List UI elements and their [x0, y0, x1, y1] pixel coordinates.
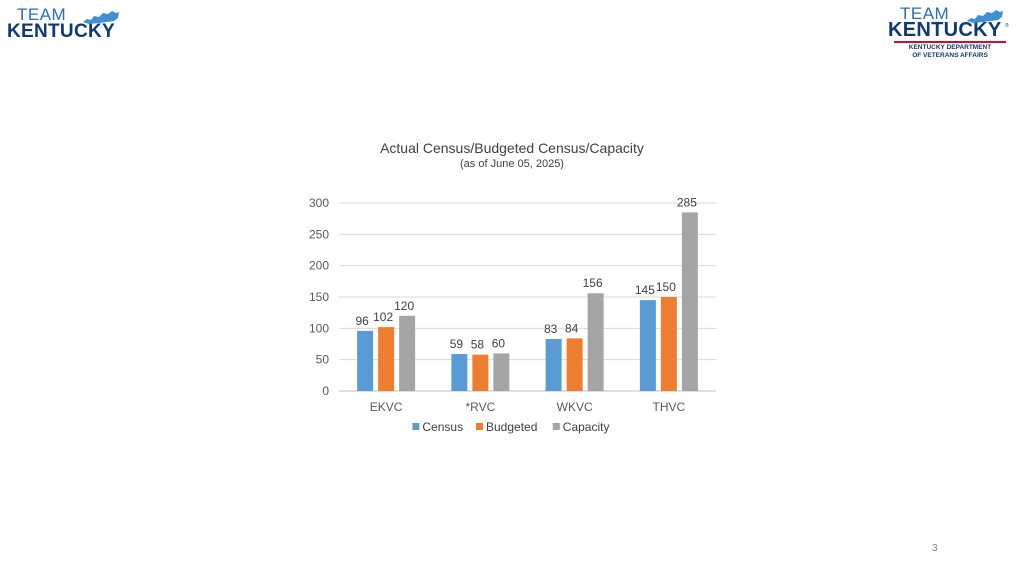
bar-capacity — [681, 212, 698, 391]
logo-right-kentucky-text: KENTUCKY — [888, 19, 1002, 41]
bar-capacity — [399, 315, 416, 391]
dept-line-1: KENTUCKY DEPARTMENT — [908, 44, 992, 51]
data-label: 96 — [355, 314, 369, 328]
legend-label-capacity: Capacity — [563, 420, 610, 434]
legend-swatch-capacity — [552, 423, 560, 430]
x-tick-label: THVC — [653, 400, 686, 414]
data-label: 84 — [565, 321, 579, 335]
data-label: 156 — [583, 276, 603, 290]
bar-budgeted — [472, 354, 489, 391]
legend-swatch-budgeted — [476, 423, 483, 430]
data-label: 102 — [373, 310, 393, 324]
data-label: 285 — [677, 195, 697, 209]
data-label: 59 — [450, 337, 464, 351]
bar-census — [639, 300, 656, 391]
legend-label-budgeted: Budgeted — [486, 420, 537, 434]
x-tick-label: *RVC — [465, 400, 495, 414]
department-name: KENTUCKY DEPARTMENT OF VETERANS AFFAIRS — [886, 44, 1014, 60]
y-tick-label: 0 — [322, 384, 329, 398]
y-tick-label: 250 — [309, 227, 329, 241]
chart-subtitle: (as of June 05, 2025) — [460, 158, 564, 170]
y-tick-label: 200 — [309, 259, 329, 273]
logo-divider — [894, 41, 1006, 43]
x-tick-label: EKVC — [370, 400, 403, 414]
data-label: 58 — [471, 338, 485, 352]
kentucky-state-icon — [967, 10, 1003, 23]
y-tick-label: 50 — [316, 353, 330, 367]
bar-census — [357, 330, 374, 391]
bar-budgeted — [660, 297, 677, 391]
bar-census — [545, 338, 562, 391]
bar-capacity — [587, 293, 604, 391]
y-tick-label: 300 — [309, 196, 329, 210]
y-tick-label: 100 — [309, 321, 329, 335]
bar-census — [451, 354, 468, 391]
data-label: 150 — [656, 280, 676, 294]
logo-left-team-text: TEAM — [17, 5, 67, 24]
y-tick-label: 150 — [309, 290, 329, 304]
logo-left-kentucky-text: KENTUCKY — [7, 21, 115, 42]
team-kentucky-logo-left: TEAM KENTUCKY — [6, 4, 124, 42]
data-label: 120 — [394, 299, 414, 313]
kentucky-state-icon — [83, 11, 119, 24]
legend-label-census: Census — [422, 420, 463, 434]
data-label: 145 — [635, 283, 655, 297]
data-label: 60 — [492, 336, 506, 350]
bar-budgeted — [378, 327, 395, 391]
logo-right-team-text: TEAM — [900, 4, 950, 23]
chart-title: Actual Census/Budgeted Census/Capacity — [380, 140, 644, 156]
bar-capacity — [493, 353, 510, 391]
registered-mark: ® — [1005, 23, 1009, 29]
page-number: 3 — [932, 543, 938, 554]
kdva-logo-right: TEAM KENTUCKY ® KENTUCKY DEPARTMENT OF V… — [886, 4, 1018, 60]
legend-swatch-census — [412, 423, 420, 430]
data-label: 83 — [544, 322, 558, 336]
dept-line-2: OF VETERANS AFFAIRS — [912, 52, 988, 59]
bar-budgeted — [566, 338, 583, 391]
x-tick-label: WKVC — [557, 400, 593, 414]
